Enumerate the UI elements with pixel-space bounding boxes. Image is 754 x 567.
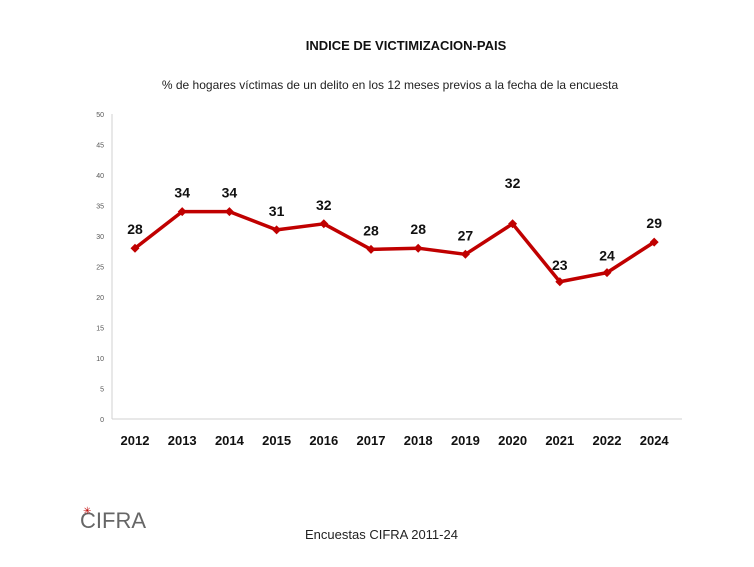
y-tick-label: 5 (100, 387, 104, 394)
data-label: 28 (363, 222, 379, 238)
source-note: Encuestas CIFRA 2011-24 (305, 527, 458, 542)
series-line (133, 209, 656, 284)
data-label: 34 (174, 185, 190, 201)
data-label: 28 (127, 221, 143, 237)
y-tick-label: 25 (96, 265, 104, 272)
chart-subtitle: % de hogares víctimas de un delito en lo… (161, 78, 619, 92)
x-tick-label: 2017 (357, 433, 386, 448)
y-tick-label: 45 (96, 143, 104, 150)
x-tick-label: 2015 (262, 433, 291, 448)
y-tick-label: 50 (96, 112, 104, 119)
y-tick-label: 40 (96, 173, 104, 180)
data-point (130, 243, 140, 253)
data-label: 27 (458, 227, 474, 243)
logo-accent-icon: ✳ (83, 506, 92, 517)
x-tick-label: 2016 (309, 433, 338, 448)
data-point (649, 237, 659, 247)
data-label: 28 (410, 221, 426, 237)
data-label: 34 (222, 185, 238, 201)
data-label: 24 (599, 248, 615, 264)
data-label: 23 (552, 257, 568, 273)
data-label: 29 (646, 215, 662, 231)
y-tick-label: 15 (96, 326, 104, 333)
y-tick-label: 35 (96, 204, 104, 211)
x-tick-label: 2021 (545, 433, 574, 448)
x-tick-label: 2024 (640, 433, 670, 448)
data-point (366, 244, 376, 254)
x-tick-label: 2022 (593, 433, 622, 448)
data-label: 32 (505, 175, 521, 191)
data-point (602, 268, 612, 278)
x-tick-label: 2020 (498, 433, 527, 448)
data-point (460, 249, 470, 259)
chart-title: INDICE DE VICTIMIZACION-PAIS (305, 38, 507, 53)
data-label: 31 (269, 203, 285, 219)
logo-text: CIFRA (80, 508, 146, 533)
x-tick-label: 2013 (168, 433, 197, 448)
x-tick-label: 2018 (404, 433, 433, 448)
x-tick-label: 2014 (215, 433, 245, 448)
data-point (272, 225, 282, 235)
cifra-logo: ✳ CIFRA (80, 506, 146, 534)
data-point (413, 243, 423, 253)
data-point (224, 207, 234, 217)
y-tick-label: 10 (96, 356, 104, 363)
y-tick-label: 30 (96, 234, 104, 241)
x-tick-label: 2019 (451, 433, 480, 448)
data-point (555, 277, 565, 287)
data-label: 32 (316, 197, 332, 213)
data-point (177, 207, 187, 217)
data-point (508, 219, 518, 229)
x-tick-label: 2012 (121, 433, 150, 448)
data-point (319, 219, 329, 229)
y-tick-label: 0 (100, 417, 104, 424)
y-tick-label: 20 (96, 295, 104, 302)
